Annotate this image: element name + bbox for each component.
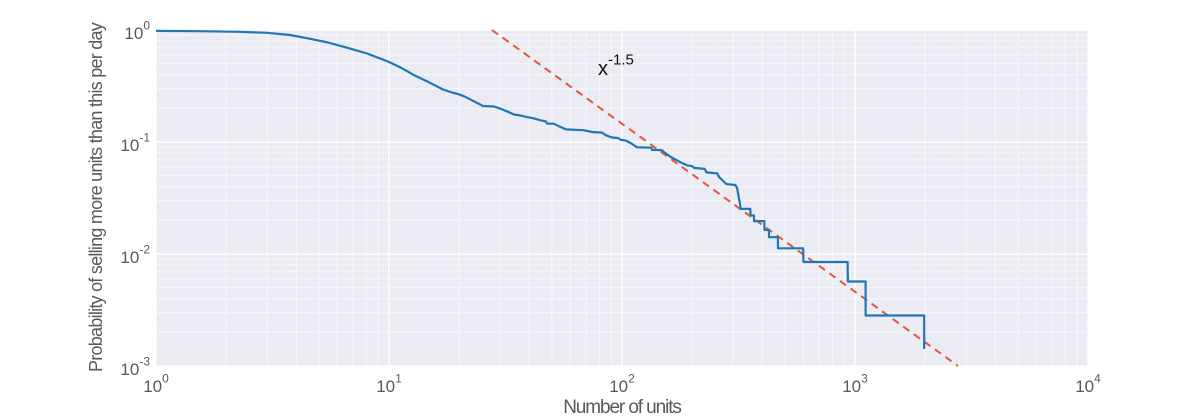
svg-text:10-3: 10-3 [120,355,150,380]
svg-text:10-1: 10-1 [120,131,150,156]
svg-text:102: 102 [609,372,635,397]
svg-text:10-2: 10-2 [120,243,150,268]
svg-text:Number of units: Number of units [563,397,681,417]
svg-text:101: 101 [376,372,402,397]
svg-text:Probability of selling more un: Probability of selling more units than t… [86,22,106,372]
svg-text:103: 103 [842,372,868,397]
svg-text:100: 100 [143,372,169,397]
svg-text:100: 100 [124,19,150,44]
svg-text:104: 104 [1075,372,1101,397]
